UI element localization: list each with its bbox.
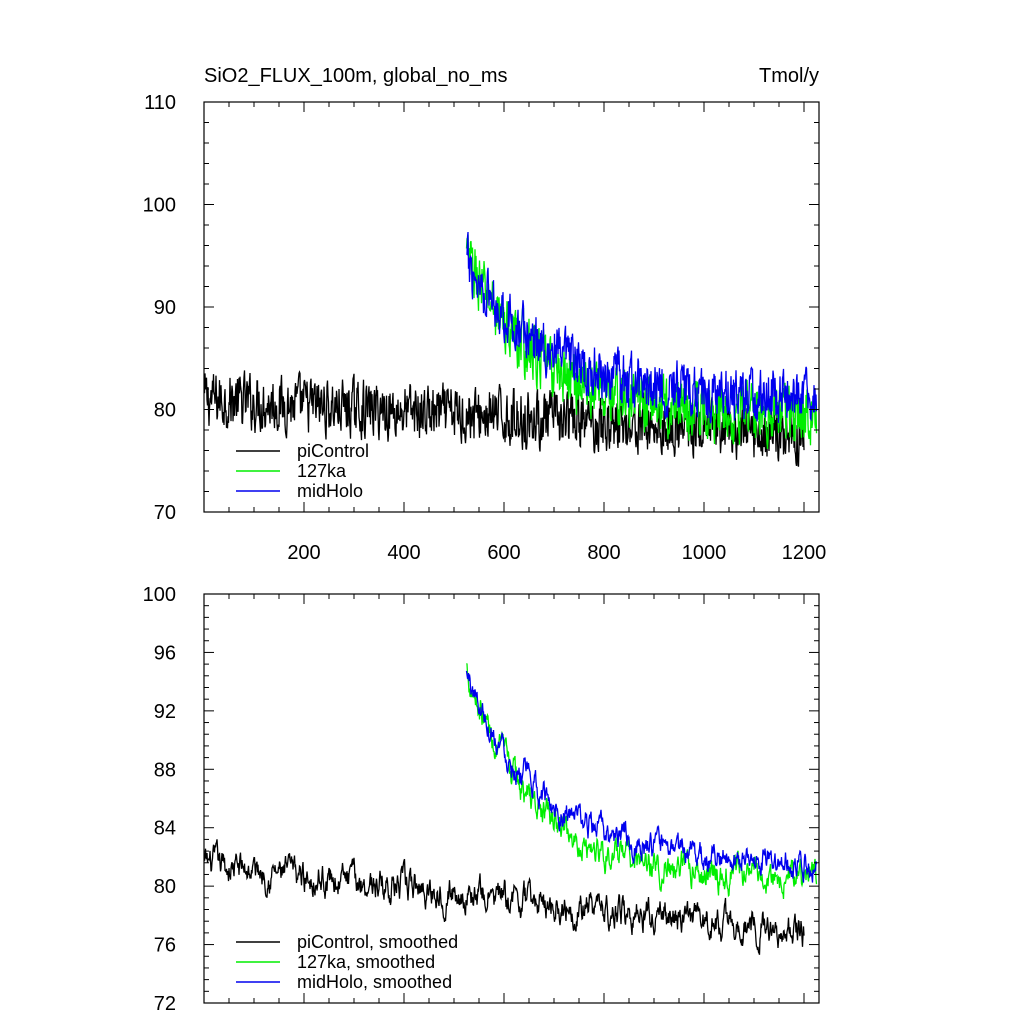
y-tick-label: 80 bbox=[154, 876, 176, 898]
top-ticks: 200 400 600 800 1000 1200 70 80 90 100 110 bbox=[143, 92, 827, 564]
series-line-picontrol-smoothed bbox=[203, 839, 805, 955]
x-tick-label: 800 bbox=[587, 542, 620, 564]
series-line-midholo bbox=[466, 231, 818, 424]
series-line-127ka-smoothed bbox=[466, 662, 818, 900]
y-tick-label: 72 bbox=[154, 993, 176, 1015]
y-tick-label: 76 bbox=[154, 935, 176, 957]
chart-title: SiO2_FLUX_100m, global_no_ms bbox=[204, 65, 508, 87]
legend-label: midHolo, smoothed bbox=[297, 972, 452, 992]
legend-label: 127ka, smoothed bbox=[297, 952, 435, 972]
bottom-ticks: 72 76 80 84 88 92 96 100 bbox=[143, 584, 819, 1015]
legend-label: piControl, smoothed bbox=[297, 932, 458, 952]
legend-label: 127ka bbox=[297, 461, 347, 481]
y-tick-label: 88 bbox=[154, 759, 176, 781]
bottom-series-lines bbox=[203, 662, 818, 955]
x-tick-label: 1000 bbox=[682, 542, 727, 564]
legend-label: midHolo bbox=[297, 481, 363, 501]
y-tick-label: 80 bbox=[154, 400, 176, 422]
x-tick-label: 600 bbox=[487, 542, 520, 564]
legend-label: piControl bbox=[297, 441, 369, 461]
y-tick-label: 110 bbox=[144, 92, 176, 114]
top-panel: 200 400 600 800 1000 1200 70 80 90 100 110 piContr… bbox=[143, 92, 827, 564]
x-tick-label: 200 bbox=[287, 542, 320, 564]
y-tick-label: 90 bbox=[154, 297, 176, 319]
x-tick-label: 400 bbox=[387, 542, 420, 564]
bottom-plot-frame bbox=[203, 593, 820, 1004]
y-tick-label: 100 bbox=[143, 195, 176, 217]
series-line-midholo-smoothed bbox=[465, 670, 818, 883]
y-tick-label: 100 bbox=[143, 584, 176, 606]
x-tick-label: 1200 bbox=[782, 542, 827, 564]
y-tick-label: 84 bbox=[154, 818, 176, 840]
y-tick-label: 96 bbox=[154, 642, 176, 664]
y-tick-label: 70 bbox=[154, 502, 176, 524]
bottom-panel: 72 76 80 84 88 92 96 100 piControl, smoothed127… bbox=[143, 584, 820, 1015]
y-tick-label: 92 bbox=[154, 701, 176, 723]
chart-units: Tmol/y bbox=[759, 65, 819, 87]
top-series-lines bbox=[203, 231, 818, 467]
